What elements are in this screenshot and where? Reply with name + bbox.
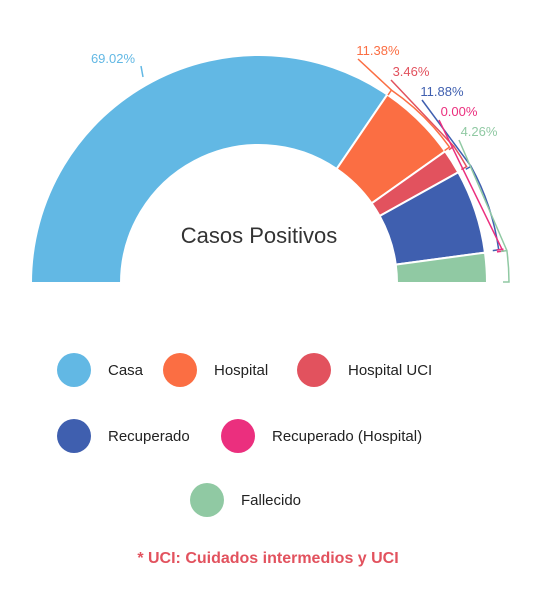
leader-casa <box>140 65 144 78</box>
label-casa: 69.02% <box>91 51 136 66</box>
legend-item-recuperado[interactable]: Recuperado <box>57 416 190 456</box>
label-brackets <box>140 58 510 283</box>
legend-item-hospital[interactable]: Hospital <box>163 350 268 390</box>
connector-fallecido <box>458 139 508 251</box>
legend-dot-recuperado-hospital <box>221 419 255 453</box>
footnote: * UCI: Cuidados intermedios y UCI <box>137 550 399 567</box>
percentage-labels: 69.02% 11.38% 3.46% 11.88% 0.00% 4.26% <box>91 43 498 139</box>
label-hospital-uci: 3.46% <box>393 64 430 79</box>
connector-hospital <box>357 58 392 91</box>
legend-label-fallecido: Fallecido <box>241 491 302 509</box>
legend-label-recuperado: Recuperado <box>108 427 190 445</box>
legend-dot-hospital-uci <box>297 353 331 387</box>
connector-recuperado-hospital <box>438 119 504 252</box>
legend-label-casa: Casa <box>108 361 144 379</box>
legend-label-hospital: Hospital <box>214 361 269 379</box>
legend-item-casa[interactable]: Casa <box>57 350 143 390</box>
connector-recuperado <box>421 99 472 167</box>
legend-label-recuperado-hospital: Recuperado (Hospital) <box>272 427 423 445</box>
legend-item-hospital-uci[interactable]: Hospital UCI <box>297 350 432 390</box>
chart-segments <box>29 54 489 284</box>
bracket-hospital <box>387 89 451 152</box>
label-recuperado-hospital: 0.00% <box>441 104 478 119</box>
semi-donut-chart: 69.02% 11.38% 3.46% 11.88% 0.00% 4.26% Casos … <box>29 43 510 284</box>
legend-dot-recuperado <box>57 419 91 453</box>
legend-label-hospital-uci: Hospital UCI <box>348 361 433 379</box>
legend-item-recuperado-hospital[interactable]: Recuperado (Hospital) <box>221 416 422 456</box>
label-fallecido: 4.26% <box>461 124 498 139</box>
bracket-hospital-uci <box>448 145 468 171</box>
legend-dot-fallecido <box>190 483 224 517</box>
label-hospital: 11.38% <box>356 43 400 58</box>
chart-title: Casos Positivos <box>181 223 338 248</box>
segment-casa[interactable] <box>29 54 389 284</box>
legend-item-fallecido[interactable]: Fallecido <box>190 480 301 520</box>
connector-hospital-uci <box>390 79 455 147</box>
label-recuperado: 11.88% <box>420 84 464 99</box>
bracket-fallecido <box>500 249 510 283</box>
segment-fallecido[interactable] <box>394 251 489 284</box>
legend: Casa Hospital Hospital UCI Recuperado Re… <box>0 340 536 530</box>
legend-dot-hospital <box>163 353 197 387</box>
legend-dot-casa <box>57 353 91 387</box>
